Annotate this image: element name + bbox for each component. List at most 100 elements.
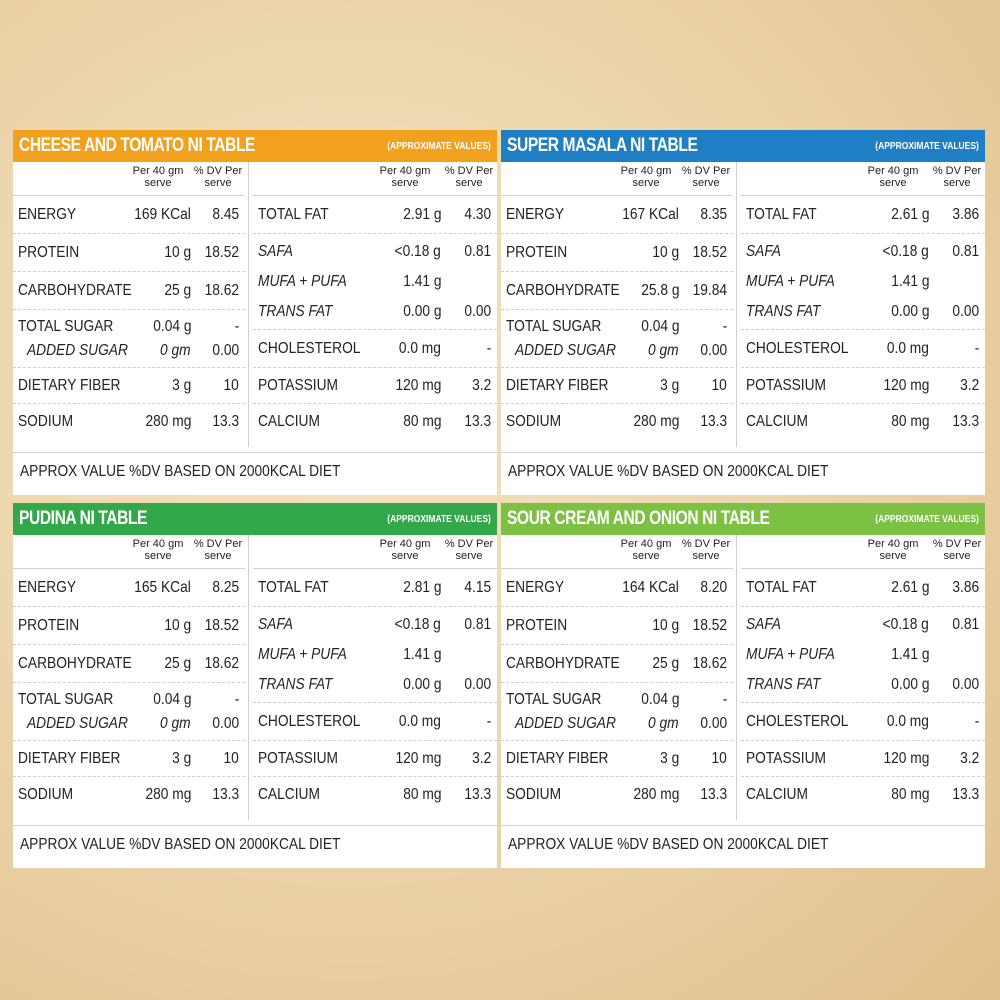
nutrient-amount: 0.04 g <box>640 690 679 708</box>
nutrient-row-sodium: SODIUM 280 mg 13.3 <box>501 776 733 812</box>
footer-note: APPROX VALUE %DV BASED ON 2000KCAL DIET <box>508 835 829 853</box>
nutrient-amount: 25 g <box>652 654 679 672</box>
nutrient-row-potassium: POTASSIUM 120 mg 3.2 <box>253 740 497 776</box>
nutrient-label: MUFA + PUFA <box>746 645 835 663</box>
panel-header: PUDINA NI TABLE (APPROXIMATE VALUES) <box>13 503 497 535</box>
nutrient-amount: 3 g <box>171 749 191 767</box>
nutrient-dv: - <box>974 712 979 730</box>
nutrient-dv: 13.3 <box>952 785 979 803</box>
nutrient-dv: 18.62 <box>204 654 239 672</box>
nutrient-row-dietary-fiber: DIETARY FIBER 3 g 10 <box>13 367 245 403</box>
nutrient-label: CARBOHYDRATE <box>18 281 132 299</box>
nutrient-label: CHOLESTEROL <box>258 712 361 730</box>
nutrient-row-safa: SAFA <0.18 g 0.81 <box>741 610 985 640</box>
nutrient-label: ENERGY <box>506 578 565 596</box>
nutrient-label: CHOLESTEROL <box>258 339 361 357</box>
nutrient-dv: 10 <box>223 749 239 767</box>
panel-header: SOUR CREAM AND ONION NI TABLE (APPROXIMA… <box>501 503 985 535</box>
ni-table-panel: PUDINA NI TABLE (APPROXIMATE VALUES) Per… <box>13 503 497 868</box>
nutrient-amount: 0.0 mg <box>886 339 929 357</box>
nutrient-amount: 80 mg <box>890 412 929 430</box>
per-serve-header: Per 40 gm serve <box>620 165 672 189</box>
nutrient-dv: 0.00 <box>700 714 727 732</box>
nutrient-amount: 0.0 mg <box>886 712 929 730</box>
nutrient-label: SODIUM <box>18 412 74 430</box>
nutrient-dv: 8.45 <box>212 205 239 223</box>
column-header-row: Per 40 gm serve % DV Per serve <box>501 162 733 195</box>
panel-title: SOUR CREAM AND ONION NI TABLE <box>507 508 770 529</box>
nutrient-label: CARBOHYDRATE <box>506 654 620 672</box>
nutrient-label: SAFA <box>258 242 293 260</box>
nutrient-amount: 169 KCal <box>134 205 191 223</box>
nutrient-dv: 13.3 <box>700 412 727 430</box>
dv-header: % DV Per serve <box>932 538 982 562</box>
nutrient-amount: 164 KCal <box>622 578 679 596</box>
nutrient-amount: 1.41 g <box>402 272 441 290</box>
nutrient-label: TOTAL SUGAR <box>18 690 114 708</box>
left-nutrient-column: Per 40 gm serve % DV Per serve ENERGY 16… <box>501 162 733 439</box>
nutrient-amount: 280 mg <box>633 412 679 430</box>
nutrient-row-total-sugar: TOTAL SUGAR 0.04 g - <box>13 315 245 339</box>
nutrient-label: SAFA <box>746 242 781 260</box>
nutrient-amount: 0.0 mg <box>398 339 441 357</box>
nutrient-label: TOTAL FAT <box>258 205 329 223</box>
nutrient-dv: 8.25 <box>212 578 239 596</box>
nutrient-dv: 3.86 <box>952 205 979 223</box>
dv-header: % DV Per serve <box>681 165 731 189</box>
nutrient-dv: 8.35 <box>700 205 727 223</box>
nutrient-dv: 3.2 <box>959 749 979 767</box>
nutrient-amount: 2.81 g <box>402 578 441 596</box>
nutrient-amount: <0.18 g <box>882 242 929 260</box>
nutrient-dv: 0.00 <box>464 302 491 320</box>
left-nutrient-column: Per 40 gm serve % DV Per serve ENERGY 16… <box>13 535 245 812</box>
nutrient-amount: 120 mg <box>883 749 929 767</box>
nutrient-amount: 165 KCal <box>134 578 191 596</box>
nutrient-amount: 0.04 g <box>640 317 679 335</box>
nutrient-row-fat-breakdown: SAFA <0.18 g 0.81 MUFA + PUFA 1.41 g TRA… <box>253 606 497 702</box>
nutrient-dv: 10 <box>223 376 239 394</box>
ni-table-panel: CHEESE AND TOMATO NI TABLE (APPROXIMATE … <box>13 130 497 495</box>
nutrient-row-potassium: POTASSIUM 120 mg 3.2 <box>253 367 497 403</box>
nutrient-amount: 0 gm <box>648 341 679 359</box>
nutrient-label: SAFA <box>746 615 781 633</box>
nutrient-label: SODIUM <box>506 785 562 803</box>
approximate-values-note: (APPROXIMATE VALUES) <box>875 140 979 152</box>
nutrient-label: CARBOHYDRATE <box>506 281 620 299</box>
nutrient-row-cholesterol: CHOLESTEROL 0.0 mg - <box>253 329 497 367</box>
nutrient-row-sodium: SODIUM 280 mg 13.3 <box>13 776 245 812</box>
left-nutrient-column: Per 40 gm serve % DV Per serve ENERGY 16… <box>501 535 733 812</box>
nutrient-row-trans-fat: TRANS FAT 0.00 g 0.00 <box>741 297 985 327</box>
ni-table-panel: SOUR CREAM AND ONION NI TABLE (APPROXIMA… <box>501 503 985 868</box>
panel-title: PUDINA NI TABLE <box>19 508 148 529</box>
nutrient-dv: 13.3 <box>212 412 239 430</box>
nutrient-amount: 280 mg <box>145 412 191 430</box>
nutrient-dv: 3.2 <box>471 749 491 767</box>
nutrient-amount: 0 gm <box>160 714 191 732</box>
nutrient-row-energy: ENERGY 165 KCal 8.25 <box>13 568 245 606</box>
footer-note: APPROX VALUE %DV BASED ON 2000KCAL DIET <box>508 462 829 480</box>
nutrient-dv: - <box>722 317 727 335</box>
nutrient-dv: 13.3 <box>464 412 491 430</box>
nutrient-label: TRANS FAT <box>746 302 821 320</box>
nutrient-dv: 4.30 <box>464 205 491 223</box>
nutrient-amount: 0 gm <box>160 341 191 359</box>
dv-header: % DV Per serve <box>444 165 494 189</box>
nutrient-dv: 18.62 <box>692 654 727 672</box>
ni-table-panel: SUPER MASALA NI TABLE (APPROXIMATE VALUE… <box>501 130 985 495</box>
dv-header: % DV Per serve <box>932 165 982 189</box>
nutrient-row-protein: PROTEIN 10 g 18.52 <box>13 233 245 271</box>
per-serve-header: Per 40 gm serve <box>620 538 672 562</box>
right-nutrient-column: Per 40 gm serve % DV Per serve TOTAL FAT… <box>253 535 497 812</box>
nutrient-row-protein: PROTEIN 10 g 18.52 <box>501 233 733 271</box>
nutrient-label: TOTAL SUGAR <box>506 317 602 335</box>
right-nutrient-column: Per 40 gm serve % DV Per serve TOTAL FAT… <box>741 162 985 439</box>
nutrient-row-mufa-pufa: MUFA + PUFA 1.41 g <box>741 267 985 297</box>
column-header-row: Per 40 gm serve % DV Per serve <box>501 535 733 568</box>
panel-header: SUPER MASALA NI TABLE (APPROXIMATE VALUE… <box>501 130 985 162</box>
nutrient-dv: 0.00 <box>952 675 979 693</box>
nutrient-label: TOTAL FAT <box>746 205 817 223</box>
nutrient-amount: 280 mg <box>633 785 679 803</box>
nutrient-amount: 0.04 g <box>152 317 191 335</box>
nutrient-dv: 0.81 <box>464 615 491 633</box>
nutrient-row-mufa-pufa: MUFA + PUFA 1.41 g <box>741 640 985 670</box>
